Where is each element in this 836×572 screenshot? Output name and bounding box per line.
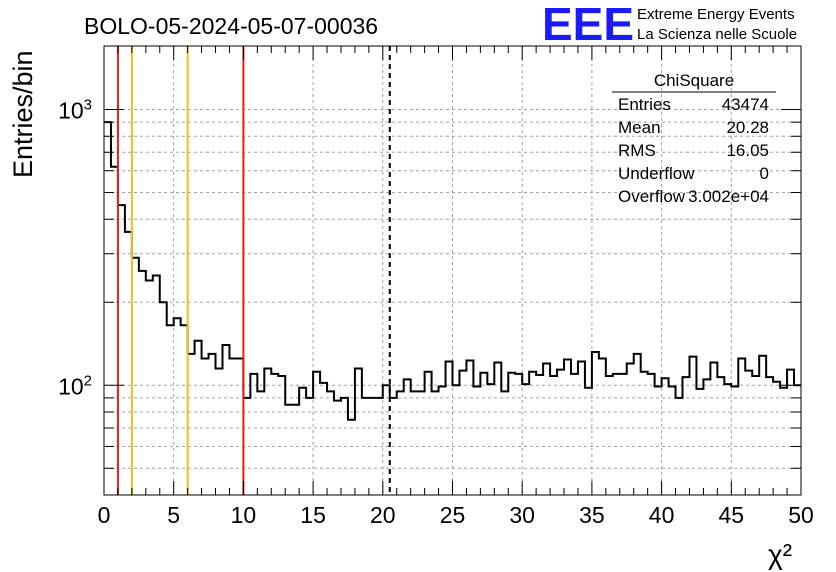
x-tick-label: 20 [370, 502, 396, 528]
x-tick-label: 35 [579, 502, 605, 528]
stats-rows: Entries 43474 Mean 20.28 RMS 16.05 Underflow 0 O… [618, 95, 769, 206]
stats-label: Entries [618, 95, 671, 114]
stats-box: ChiSquare Entries 43474 Mean 20.28 RMS 16.05 U… [612, 71, 776, 206]
stats-label: Overflow [618, 187, 686, 206]
vertical-lines [116, 46, 391, 495]
stats-value: 16.05 [726, 141, 769, 160]
x-tick-label: 40 [649, 502, 675, 528]
x-tick-label: 50 [788, 502, 814, 528]
x-axis-label: χ² [768, 539, 792, 570]
chart-title: BOLO-05-2024-05-07-00036 [84, 13, 378, 39]
y-tick-label: 103 [58, 97, 92, 124]
y-axis-label: Entries/bin [8, 50, 38, 178]
stats-value: 3.002e+04 [688, 187, 769, 206]
x-tick-label: 15 [300, 502, 326, 528]
x-tick-label: 0 [98, 502, 111, 528]
stats-label: RMS [618, 141, 656, 160]
stats-box-title: ChiSquare [654, 71, 734, 90]
stats-value: 0 [760, 164, 769, 183]
axes: 0 5 10 15 20 25 30 35 40 45 50 102 103 [58, 46, 814, 528]
eee-logo-text: EEE [542, 0, 634, 50]
y-tick-label: 102 [58, 372, 92, 399]
x-tick-label: 30 [509, 502, 535, 528]
eee-logo: EEE Extreme Energy Events La Scienza nel… [542, 0, 797, 50]
histogram [104, 121, 801, 421]
histogram-line [104, 121, 801, 421]
x-tick-label: 25 [440, 502, 466, 528]
stats-label: Underflow [618, 164, 695, 183]
stats-label: Mean [618, 118, 661, 137]
stats-value: 43474 [722, 95, 769, 114]
grid [104, 46, 801, 495]
eee-logo-line2: La Scienza nelle Scuole [637, 26, 797, 43]
stats-value: 20.28 [726, 118, 769, 137]
x-tick-label: 10 [231, 502, 257, 528]
eee-logo-line1: Extreme Energy Events [637, 6, 795, 23]
x-tick-label: 45 [719, 502, 745, 528]
x-tick-label: 5 [167, 502, 180, 528]
